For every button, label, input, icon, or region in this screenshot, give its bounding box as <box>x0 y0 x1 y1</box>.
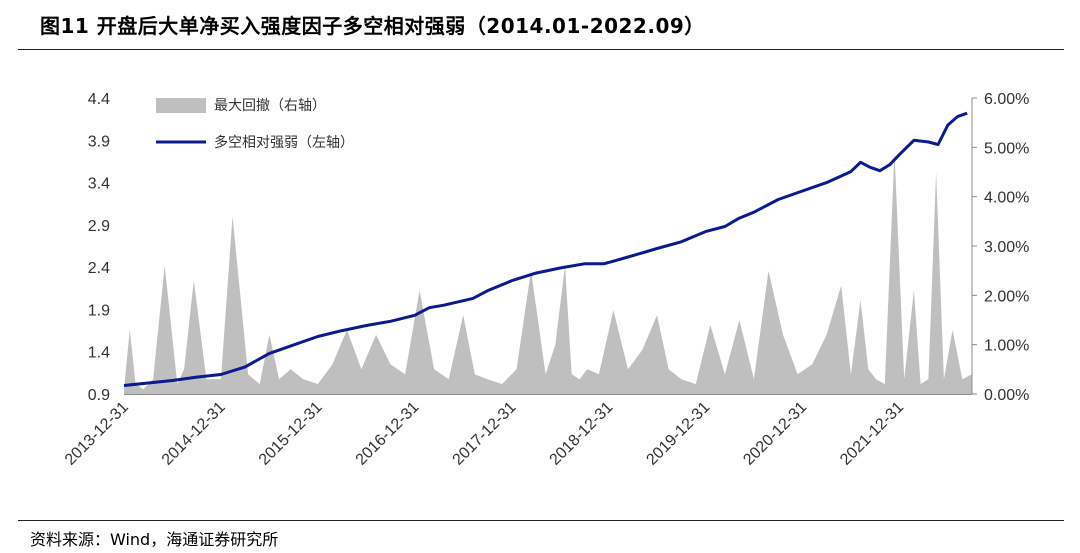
legend: 最大回撤（右轴） 多空相对强弱（左轴） <box>156 98 354 151</box>
x-tick-label: 2019-12-31 <box>643 399 713 469</box>
y-right-tick-label: 1.00% <box>984 338 1029 355</box>
x-tick-label: 2016-12-31 <box>353 399 423 469</box>
y-left-tick-label: 1.4 <box>88 345 110 362</box>
y-left-tick-label: 3.9 <box>88 133 110 150</box>
x-tick-label: 2017-12-31 <box>450 399 520 469</box>
axis-layer: 0.9 1.4 1.9 2.4 2.9 3.4 3.9 4.4 0.00% 1.00% 2.00% 3… <box>62 91 1029 469</box>
y-left-tick-label: 2.4 <box>88 260 110 277</box>
x-tick-label: 2018-12-31 <box>547 399 617 469</box>
x-tick-label: 2013-12-31 <box>62 399 132 469</box>
x-tick-label: 2014-12-31 <box>159 399 229 469</box>
x-tick-label: 2021-12-31 <box>837 399 907 469</box>
y-left-tick-label: 0.9 <box>88 387 110 404</box>
x-tick-label: 2015-12-31 <box>256 399 326 469</box>
drawdown-area <box>124 152 972 394</box>
footer-divider <box>18 520 1064 521</box>
y-right-tick-label: 4.00% <box>984 190 1029 207</box>
legend-swatch-drawdown <box>156 98 206 113</box>
source-note: 资料来源：Wind，海通证券研究所 <box>30 530 279 549</box>
title-divider <box>18 49 1064 50</box>
legend-label-strength: 多空相对强弱（左轴） <box>214 134 354 151</box>
y-left-tick-label: 1.9 <box>88 302 110 319</box>
strength-line <box>123 111 968 387</box>
y-right-tick-label: 6.00% <box>984 91 1029 108</box>
y-left-tick-label: 4.4 <box>88 91 110 108</box>
y-left-tick-label: 2.9 <box>88 218 110 235</box>
drawdown-area-layer <box>124 152 972 394</box>
y-right-tick-label: 5.00% <box>984 140 1029 157</box>
y-left-tick-label: 3.4 <box>88 176 110 193</box>
y-right-tick-label: 2.00% <box>984 288 1029 305</box>
legend-label-drawdown: 最大回撤（右轴） <box>214 98 326 114</box>
x-tick-label: 2020-12-31 <box>740 399 810 469</box>
y-right-tick-label: 0.00% <box>984 387 1029 404</box>
chart-title: 图11 开盘后大单净买入强度因子多空相对强弱（2014.01-2022.09） <box>40 14 705 38</box>
y-right-tick-label: 3.00% <box>984 239 1029 256</box>
strength-line-layer <box>123 111 968 387</box>
